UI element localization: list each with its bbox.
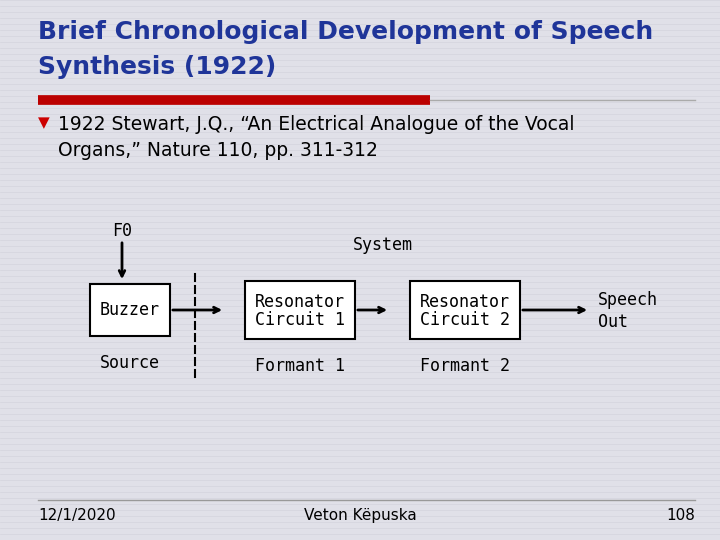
- Text: Resonator: Resonator: [255, 293, 345, 311]
- Text: Brief Chronological Development of Speech: Brief Chronological Development of Speec…: [38, 20, 653, 44]
- Text: ▼: ▼: [38, 115, 50, 130]
- Text: Formant 1: Formant 1: [255, 357, 345, 375]
- Text: Veton Këpuska: Veton Këpuska: [304, 508, 416, 523]
- Text: Organs,” Nature 110, pp. 311-312: Organs,” Nature 110, pp. 311-312: [58, 141, 378, 160]
- Bar: [245, 281, 355, 339]
- Text: Buzzer: Buzzer: [100, 301, 160, 319]
- Text: F0: F0: [112, 222, 132, 240]
- Text: Source: Source: [100, 354, 160, 372]
- Text: System: System: [353, 236, 413, 254]
- Text: Circuit 1: Circuit 1: [255, 311, 345, 329]
- Text: 12/1/2020: 12/1/2020: [38, 508, 116, 523]
- Bar: [410, 281, 520, 339]
- Text: 1922 Stewart, J.Q., “An Electrical Analogue of the Vocal: 1922 Stewart, J.Q., “An Electrical Analo…: [58, 115, 575, 134]
- Text: Formant 2: Formant 2: [420, 357, 510, 375]
- Text: Circuit 2: Circuit 2: [420, 311, 510, 329]
- Text: Resonator: Resonator: [420, 293, 510, 311]
- Text: Speech: Speech: [598, 291, 658, 309]
- Bar: [90, 284, 170, 336]
- Text: 108: 108: [666, 508, 695, 523]
- Text: Synthesis (1922): Synthesis (1922): [38, 55, 276, 79]
- Text: Out: Out: [598, 313, 628, 331]
